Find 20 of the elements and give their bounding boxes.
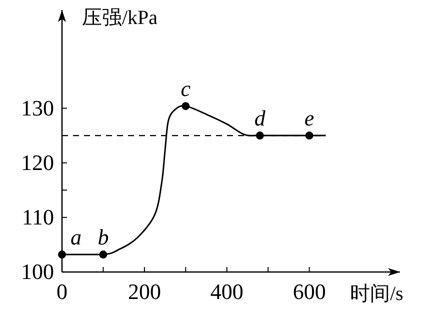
- annotation: c: [180, 76, 191, 102]
- annotation: a: [70, 224, 82, 250]
- x-tick-label: 200: [128, 279, 161, 304]
- x-tick-label: 0: [56, 279, 68, 304]
- x-tick-label: 400: [210, 279, 244, 304]
- point: [182, 102, 190, 110]
- point: [58, 250, 66, 259]
- y-tick-label: 130: [21, 95, 54, 120]
- x-axis-title: 时间/s: [350, 283, 404, 305]
- annotation: e: [304, 106, 314, 131]
- annotation: b: [98, 224, 109, 250]
- point: [99, 250, 108, 259]
- y-tick-label: 120: [21, 150, 54, 175]
- y-tick-label: 100: [21, 259, 54, 284]
- y-tick-label: 110: [22, 204, 54, 230]
- point: [256, 132, 264, 140]
- y-axis-title: 压强/kPa: [82, 7, 158, 29]
- point: [305, 132, 314, 140]
- x-tick-label: 600: [292, 279, 326, 304]
- annotation: d: [254, 106, 266, 131]
